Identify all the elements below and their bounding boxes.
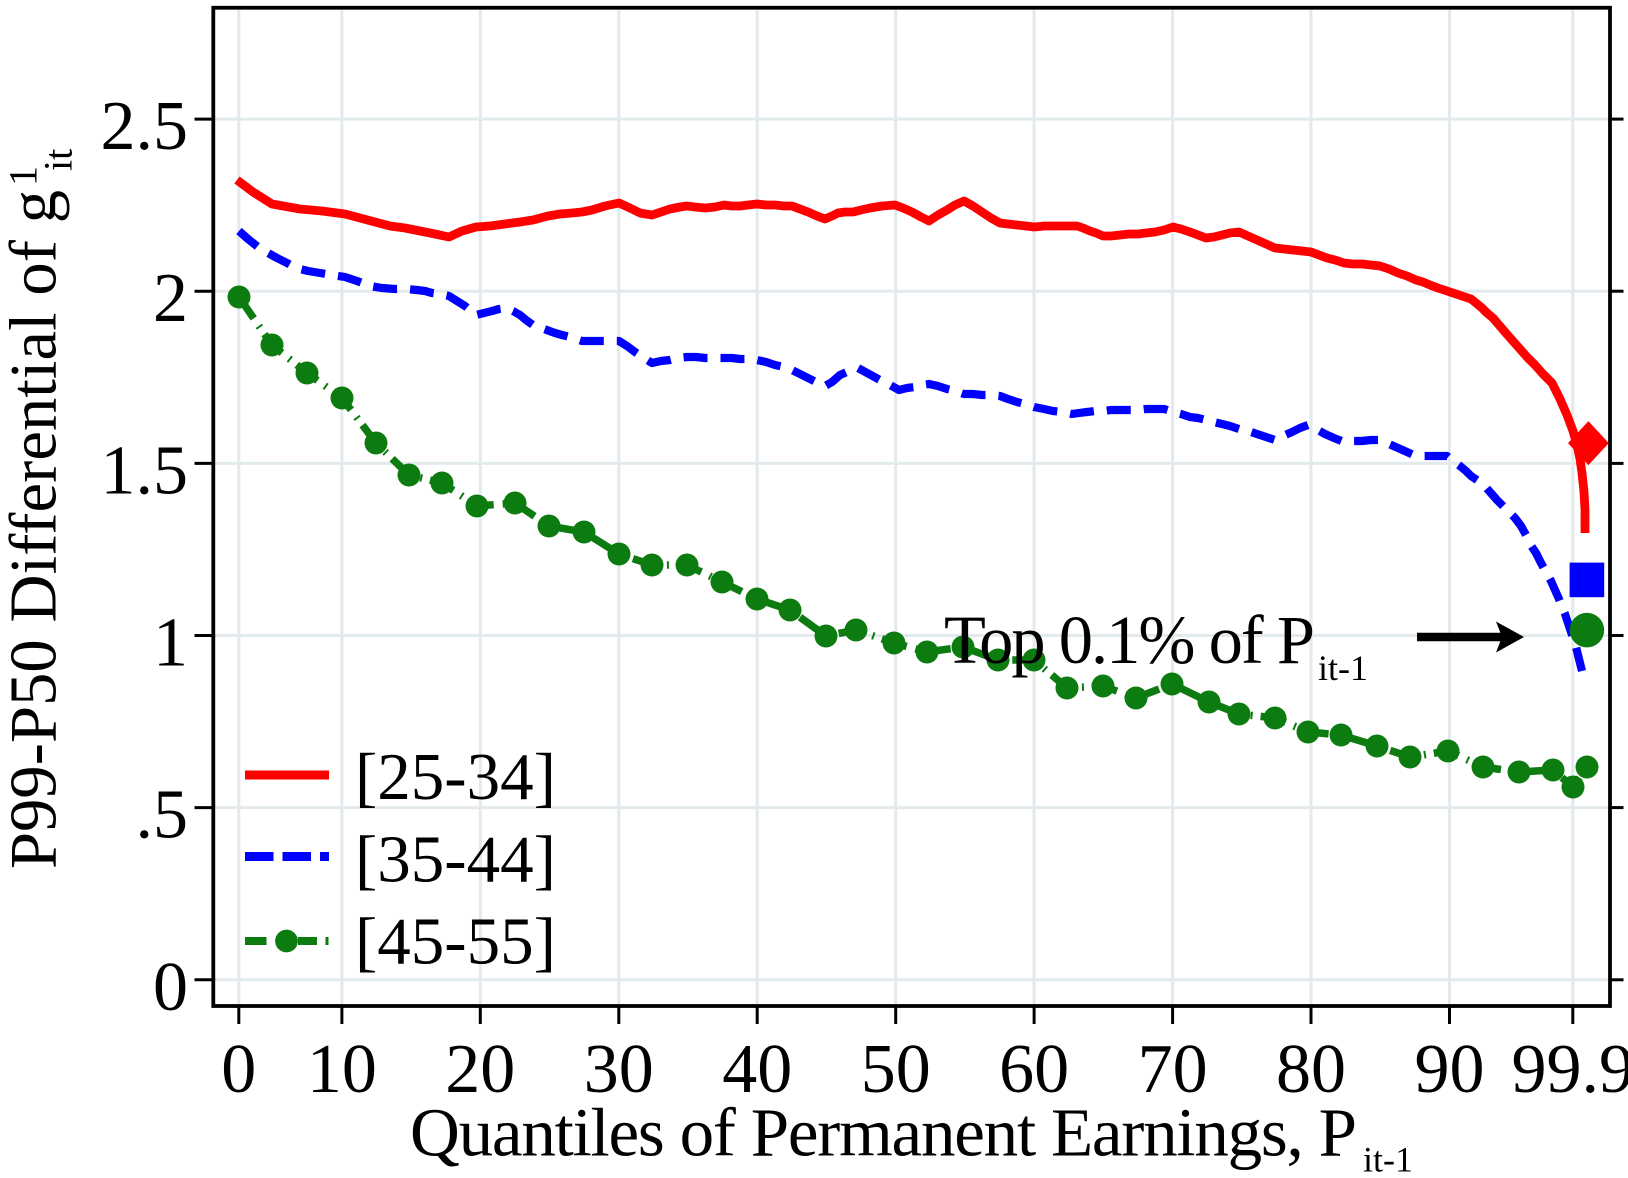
svg-text:it-1: it-1	[1363, 1140, 1413, 1178]
svg-text:0: 0	[221, 1031, 256, 1108]
svg-text:1.5: 1.5	[101, 432, 189, 509]
svg-text:2: 2	[153, 260, 188, 337]
svg-text:.5: .5	[136, 777, 189, 854]
svg-text:99.9: 99.9	[1512, 1031, 1628, 1108]
svg-text:90: 90	[1415, 1031, 1485, 1108]
svg-text:1: 1	[1, 166, 46, 186]
svg-text:it: it	[36, 149, 81, 171]
svg-text:P99-P50 Differential of g: P99-P50 Differential of g	[0, 190, 71, 869]
svg-text:it-1: it-1	[1318, 648, 1368, 688]
svg-text:50: 50	[861, 1031, 931, 1108]
svg-text:10: 10	[307, 1031, 377, 1108]
svg-text:0: 0	[153, 949, 188, 1026]
svg-text:Top 0.1% of P: Top 0.1% of P	[944, 602, 1315, 678]
svg-text:[25-34]: [25-34]	[355, 740, 556, 814]
svg-text:20: 20	[445, 1031, 515, 1108]
svg-text:60: 60	[999, 1031, 1069, 1108]
svg-text:Quantiles of Permanent Earning: Quantiles of Permanent Earnings, P	[410, 1095, 1357, 1171]
svg-text:80: 80	[1276, 1031, 1346, 1108]
svg-text:30: 30	[584, 1031, 654, 1108]
svg-text:[45-55]: [45-55]	[355, 905, 556, 979]
svg-text:2.5: 2.5	[101, 88, 189, 165]
svg-text:70: 70	[1138, 1031, 1208, 1108]
svg-text:40: 40	[722, 1031, 792, 1108]
svg-text:1: 1	[153, 605, 188, 682]
svg-text:[35-44]: [35-44]	[355, 823, 556, 897]
